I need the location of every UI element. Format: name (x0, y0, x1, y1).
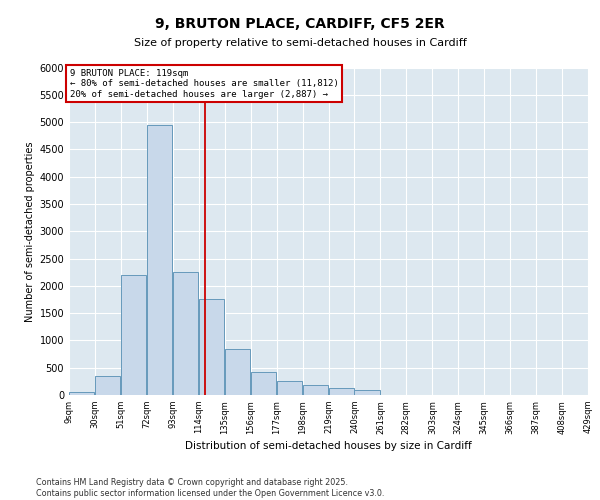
Bar (225, 348, 250, 395)
Y-axis label: Number of semi-detached properties: Number of semi-detached properties (25, 141, 35, 322)
Bar (199, 300, 224, 395)
Bar (251, 372, 276, 395)
Bar (69, 392, 94, 395)
Bar (147, 125, 172, 395)
Bar (355, 390, 380, 395)
Text: 9 BRUTON PLACE: 119sqm
← 80% of semi-detached houses are smaller (11,812)
20% of: 9 BRUTON PLACE: 119sqm ← 80% of semi-det… (70, 69, 338, 99)
Bar (121, 275, 146, 395)
Text: Contains HM Land Registry data © Crown copyright and database right 2025.
Contai: Contains HM Land Registry data © Crown c… (36, 478, 385, 498)
Bar (95, 376, 121, 395)
Bar (277, 382, 302, 395)
X-axis label: Distribution of semi-detached houses by size in Cardiff: Distribution of semi-detached houses by … (185, 441, 472, 451)
Text: 9, BRUTON PLACE, CARDIFF, CF5 2ER: 9, BRUTON PLACE, CARDIFF, CF5 2ER (155, 18, 445, 32)
Text: Size of property relative to semi-detached houses in Cardiff: Size of property relative to semi-detach… (134, 38, 466, 48)
Bar (173, 272, 198, 395)
Bar (302, 385, 328, 395)
Bar (329, 388, 354, 395)
